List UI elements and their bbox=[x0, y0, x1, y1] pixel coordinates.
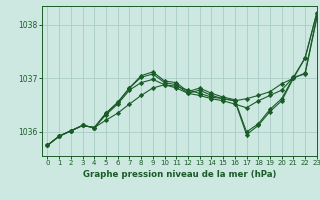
X-axis label: Graphe pression niveau de la mer (hPa): Graphe pression niveau de la mer (hPa) bbox=[83, 170, 276, 179]
